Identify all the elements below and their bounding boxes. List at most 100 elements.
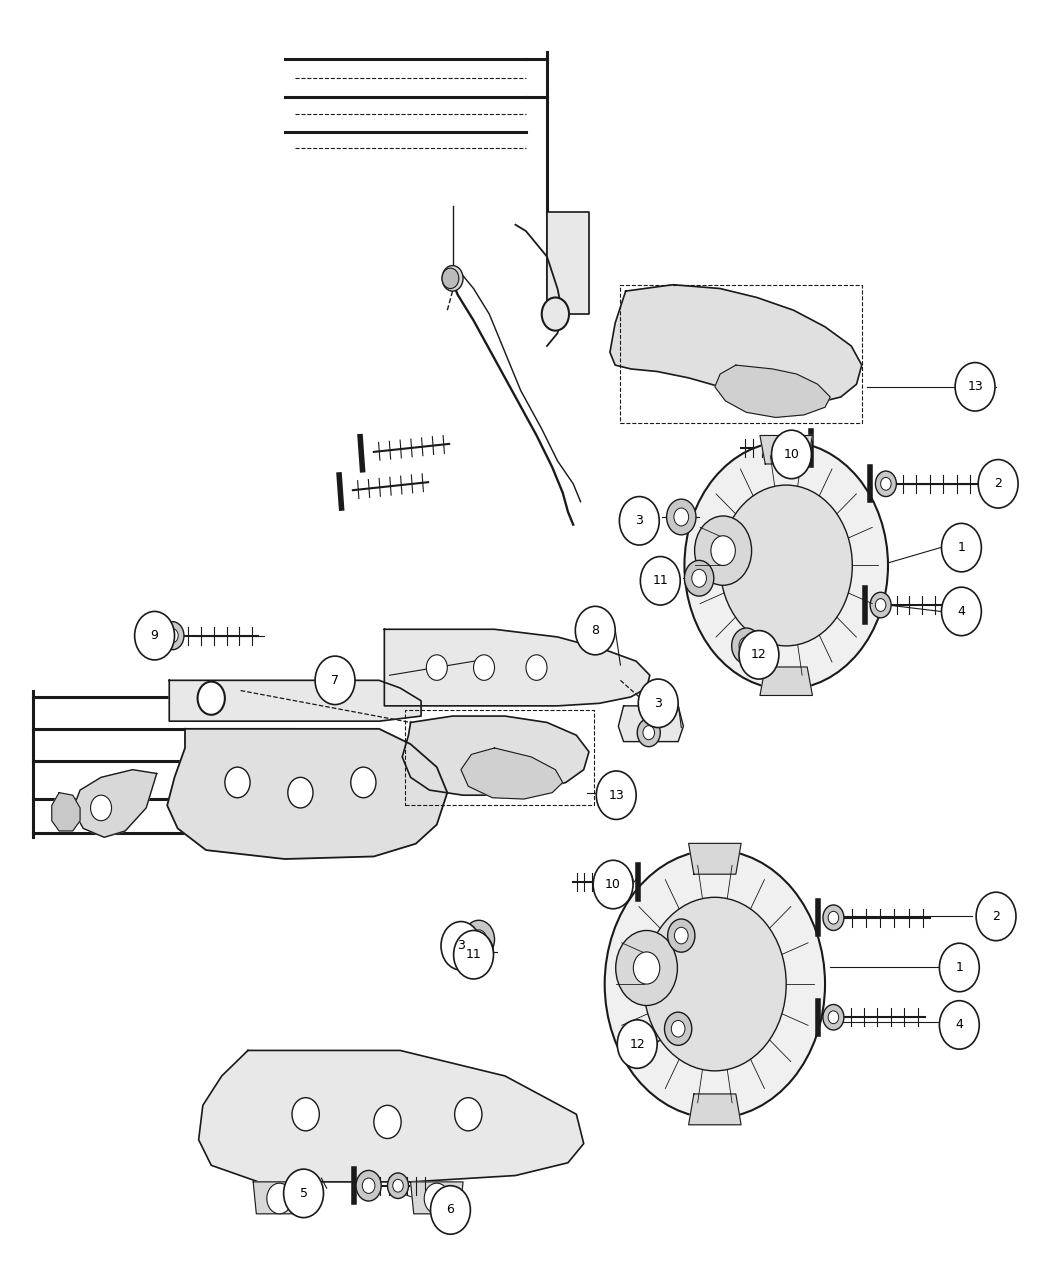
Text: 10: 10 <box>784 448 800 460</box>
Circle shape <box>875 599 886 611</box>
Circle shape <box>633 952 660 984</box>
Circle shape <box>787 440 800 455</box>
Circle shape <box>135 611 175 660</box>
Polygon shape <box>760 435 812 464</box>
Circle shape <box>881 477 891 490</box>
Circle shape <box>362 1178 375 1193</box>
Circle shape <box>828 1010 838 1023</box>
Text: 13: 13 <box>608 789 624 802</box>
Circle shape <box>711 536 735 565</box>
Text: 3: 3 <box>654 697 662 710</box>
Circle shape <box>828 912 838 925</box>
Circle shape <box>350 767 376 798</box>
Circle shape <box>781 432 806 463</box>
Circle shape <box>942 587 982 636</box>
Circle shape <box>267 1183 292 1214</box>
Text: 3: 3 <box>457 939 465 953</box>
Polygon shape <box>402 716 589 796</box>
Polygon shape <box>169 680 421 721</box>
Circle shape <box>643 725 654 739</box>
Circle shape <box>90 796 112 821</box>
Polygon shape <box>715 365 830 417</box>
Text: 1: 1 <box>955 961 964 975</box>
Text: 2: 2 <box>994 477 1003 490</box>
Polygon shape <box>167 729 447 859</box>
Circle shape <box>605 851 825 1118</box>
Circle shape <box>978 459 1018 508</box>
Circle shape <box>685 441 888 689</box>
Circle shape <box>426 655 447 680</box>
Circle shape <box>526 655 547 680</box>
Circle shape <box>471 930 487 949</box>
Circle shape <box>292 1097 320 1131</box>
Circle shape <box>430 1186 470 1234</box>
Circle shape <box>668 920 695 952</box>
Text: 6: 6 <box>446 1204 454 1216</box>
Circle shape <box>442 266 463 292</box>
Circle shape <box>441 922 481 969</box>
Text: 1: 1 <box>957 541 966 554</box>
Circle shape <box>685 560 714 596</box>
Polygon shape <box>689 1094 741 1124</box>
Circle shape <box>166 629 178 642</box>
Circle shape <box>288 778 313 808</box>
Circle shape <box>225 767 250 798</box>
Circle shape <box>614 875 627 890</box>
Circle shape <box>442 269 459 289</box>
Polygon shape <box>461 748 563 799</box>
Text: 9: 9 <box>150 629 159 642</box>
Text: 4: 4 <box>955 1018 964 1031</box>
Circle shape <box>665 1012 692 1045</box>
Circle shape <box>674 927 688 944</box>
Polygon shape <box>610 285 862 403</box>
Circle shape <box>942 523 982 572</box>
Text: 8: 8 <box>591 624 600 637</box>
Circle shape <box>593 861 633 909</box>
Circle shape <box>424 1183 449 1214</box>
Circle shape <box>618 1019 658 1068</box>
Circle shape <box>692 569 707 587</box>
Polygon shape <box>619 706 684 742</box>
Circle shape <box>454 1097 482 1131</box>
Circle shape <box>739 631 778 679</box>
Circle shape <box>823 906 844 931</box>
Text: 11: 11 <box>652 574 668 587</box>
Circle shape <box>875 471 896 496</box>
Circle shape <box>976 893 1016 940</box>
Polygon shape <box>760 666 812 696</box>
Circle shape <box>542 298 569 331</box>
Text: 10: 10 <box>605 879 621 891</box>
Polygon shape <box>73 770 157 838</box>
Circle shape <box>615 931 677 1005</box>
Circle shape <box>596 771 636 820</box>
Circle shape <box>739 637 753 655</box>
Polygon shape <box>689 843 741 875</box>
Text: 5: 5 <box>300 1187 307 1200</box>
Circle shape <box>608 867 633 898</box>
Circle shape <box>671 1021 685 1037</box>
Polygon shape <box>254 1182 306 1214</box>
Text: 7: 7 <box>331 674 339 687</box>
Circle shape <box>463 921 494 958</box>
Circle shape <box>453 931 493 978</box>
Circle shape <box>575 606 615 655</box>
Text: 13: 13 <box>967 380 983 394</box>
Circle shape <box>667 499 696 535</box>
Circle shape <box>939 1000 979 1049</box>
Circle shape <box>644 898 786 1071</box>
Polygon shape <box>384 629 650 706</box>
Circle shape <box>638 719 661 747</box>
Circle shape <box>641 556 681 605</box>
Circle shape <box>870 592 891 618</box>
Text: 3: 3 <box>635 514 643 527</box>
Circle shape <box>373 1105 401 1138</box>
Circle shape <box>161 622 184 650</box>
Circle shape <box>464 934 493 969</box>
Polygon shape <box>547 212 589 315</box>
Text: 2: 2 <box>992 909 1000 923</box>
Circle shape <box>731 628 761 664</box>
Polygon shape <box>199 1050 584 1182</box>
Circle shape <box>473 655 494 680</box>
Text: 12: 12 <box>629 1037 645 1050</box>
Circle shape <box>387 1173 408 1198</box>
